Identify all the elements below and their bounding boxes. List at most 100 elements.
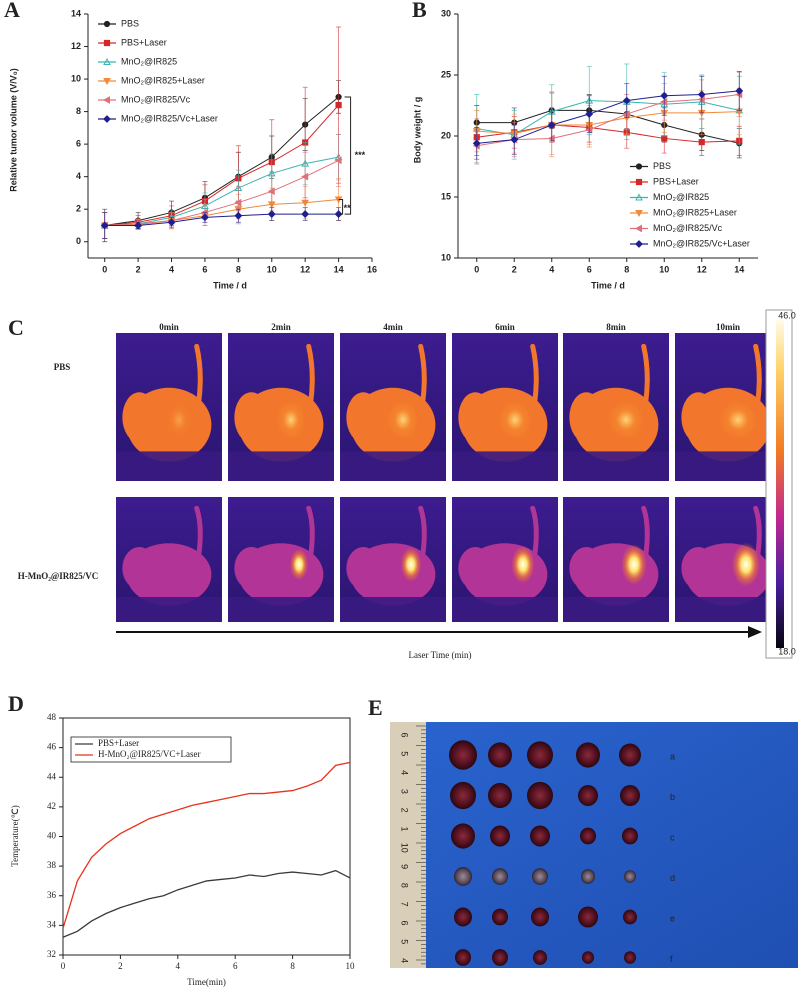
marker (100, 221, 109, 230)
legend-label: PBS+Laser (98, 738, 139, 748)
marker (334, 156, 342, 165)
hot-spot (607, 399, 645, 440)
colorbar (776, 320, 784, 648)
tumor (580, 827, 596, 845)
tumor (624, 951, 636, 964)
x-tick-label: 0 (102, 264, 107, 274)
series-line (476, 90, 740, 144)
hot-spot (621, 544, 647, 585)
mouse-tail (530, 505, 539, 559)
tumor (530, 825, 550, 847)
column-label: 4min (383, 322, 403, 332)
ruler-number: 2 (400, 808, 410, 813)
mouse-head (681, 547, 716, 590)
marker (635, 178, 643, 186)
floor (116, 451, 222, 481)
hot-spot (497, 399, 533, 440)
legend-label: MnO₂@IR825/Vc+Laser (653, 238, 750, 248)
marker (103, 115, 111, 123)
hot-spot (165, 399, 193, 440)
marker (622, 96, 631, 105)
ruler-number: 8 (400, 883, 410, 888)
floor (340, 597, 446, 622)
ruler-number: 10 (400, 843, 410, 853)
legend-label: H-MnO₂@IR825/VC+Laser (98, 749, 201, 759)
x-tick-label: 12 (300, 264, 310, 274)
x-tick-label: 6 (202, 264, 207, 274)
thermal-image (452, 497, 558, 622)
y-tick-label: 8 (76, 106, 81, 116)
tumor (620, 785, 640, 806)
x-tick-label: 8 (290, 961, 295, 971)
hot-spot (732, 542, 760, 587)
mouse-head (458, 392, 493, 443)
mouse-tail (418, 343, 427, 406)
marker (635, 193, 643, 201)
y-tick-label: 20 (441, 130, 451, 140)
x-tick-label: 6 (233, 961, 238, 971)
y-tick-label: 10 (71, 73, 81, 83)
tumor (581, 869, 595, 884)
colorbar-min: 18.0 (778, 646, 796, 656)
mouse-head (569, 547, 604, 590)
series-line (476, 109, 740, 144)
x-tick-label: 8 (236, 264, 241, 274)
column-label: 8min (606, 322, 626, 332)
mouse-tail (530, 343, 539, 406)
x-axis-label: Time(min) (187, 977, 226, 987)
row-label: e (670, 913, 675, 923)
tumor (622, 827, 638, 845)
panel-label: C (8, 315, 24, 340)
y-tick-label: 0 (76, 236, 81, 246)
x-tick-label: 0 (61, 961, 66, 971)
y-tick-label: 46 (47, 742, 57, 752)
x-axis-label: Time / d (213, 280, 247, 290)
mouse-head (458, 547, 493, 590)
tumor (454, 867, 472, 886)
marker (335, 101, 342, 109)
ruler-number: 5 (400, 939, 410, 944)
mouse-head (122, 392, 157, 443)
y-tick-label: 36 (47, 890, 57, 900)
marker (102, 96, 110, 104)
tumor (492, 868, 508, 885)
tumor (533, 950, 547, 965)
floor (116, 597, 222, 622)
series-line (104, 104, 339, 226)
mouse-tail (753, 505, 762, 559)
y-tick-label: 30 (441, 8, 451, 18)
panel-label: D (8, 691, 24, 716)
column-label: 6min (495, 322, 515, 332)
row-label: H-MnO₂@IR825/VC (18, 571, 99, 581)
ruler-number: 1 (400, 826, 410, 831)
legend-box (70, 736, 232, 763)
marker (134, 221, 143, 230)
tumor (578, 906, 598, 928)
y-tick-label: 38 (47, 860, 57, 870)
y-tick-label: 32 (47, 949, 56, 959)
x-tick-label: 2 (136, 264, 141, 274)
y-tick-label: 12 (71, 41, 81, 51)
row-label: b (670, 792, 675, 802)
y-axis-label: Relative tumor volume (V/V₀) (8, 68, 18, 192)
mouse-tail (641, 505, 650, 559)
marker (697, 90, 706, 99)
mouse-tail (418, 505, 427, 559)
ruler-number: 7 (400, 902, 410, 907)
hot-spot (386, 399, 420, 440)
legend-label: MnO₂@IR825/Vc (121, 94, 191, 104)
tumor (619, 743, 641, 767)
ruler-number: 4 (400, 770, 410, 775)
series-line (62, 761, 351, 929)
series-line (104, 198, 339, 226)
mouse-head (346, 547, 381, 590)
ruler-number: 3 (400, 789, 410, 794)
tumor (454, 907, 472, 927)
floor (675, 597, 781, 622)
marker (167, 218, 176, 227)
y-axis-label: Body weight / g (412, 97, 422, 164)
thermal-image (340, 333, 446, 481)
tumor (455, 949, 471, 966)
marker (267, 210, 276, 218)
x-tick-label: 4 (549, 264, 554, 274)
